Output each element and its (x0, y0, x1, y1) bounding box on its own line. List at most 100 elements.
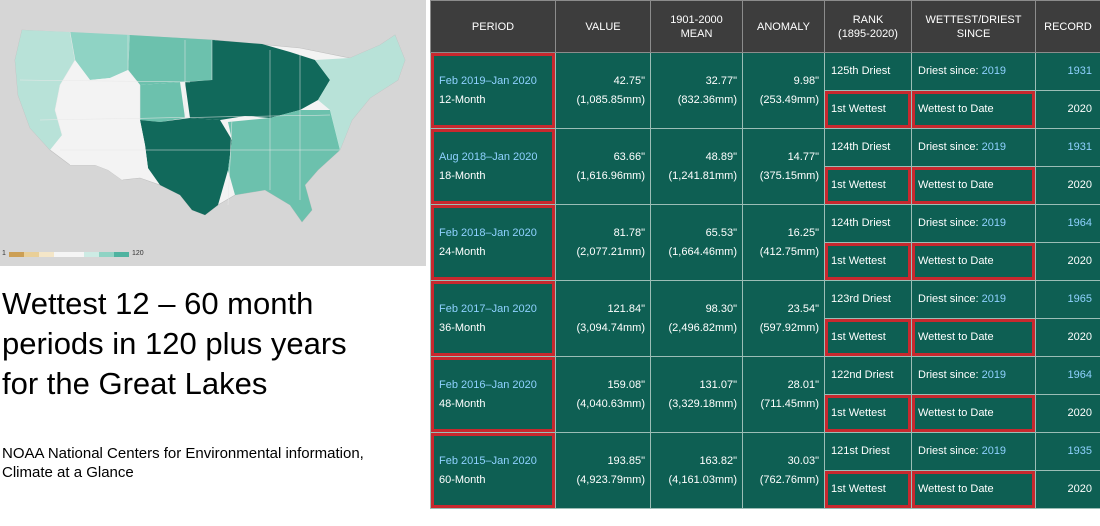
west-coast-region (15, 30, 75, 150)
driest-since-year-link[interactable]: 2019 (981, 65, 1007, 77)
wettest-record-cell: 2020 (1035, 242, 1100, 281)
column-header-anomaly[interactable]: ANOMALY (742, 0, 825, 53)
legend-swatch (69, 252, 84, 257)
wettest-rank-cell: 1st Wettest (824, 470, 912, 509)
table-row: 1st Wettest Wettest to Date 2020 (431, 394, 1100, 433)
driest-since-year-link[interactable]: 2019 (981, 293, 1007, 305)
driest-since-year-link[interactable]: 2019 (981, 217, 1007, 229)
value-cell: 81.78" (2,077.21mm) (555, 204, 651, 281)
table-row: Feb 2018–Jan 2020 24-Month 81.78" (2,077.21… (430, 204, 1100, 281)
column-header-since[interactable]: WETTEST/DRIEST SINCE (911, 0, 1036, 53)
period-cell: Feb 2018–Jan 2020 24-Month (430, 204, 556, 281)
period-link[interactable]: Feb 2018–Jan 2020 (439, 226, 537, 239)
period-cell: Feb 2016–Jan 2020 48-Month (430, 356, 556, 433)
period-link[interactable]: Feb 2017–Jan 2020 (439, 302, 537, 315)
wettest-rank-cell: 1st Wettest (824, 166, 912, 205)
record-year-link[interactable]: 1964 (1067, 217, 1092, 229)
wettest-record-cell: 2020 (1035, 90, 1100, 129)
driest-rank-cell: 123rd Driest (824, 280, 912, 319)
driest-record-cell: 1935 (1035, 432, 1100, 471)
source-citation-line: NOAA National Centers for Environmental … (2, 445, 364, 462)
table-row: 1st Wettest Wettest to Date 2020 (431, 166, 1100, 205)
map-legend-max: 120 (132, 250, 144, 257)
legend-swatch (99, 252, 114, 257)
southeast-region (228, 110, 340, 222)
period-link[interactable]: Feb 2019–Jan 2020 (439, 74, 537, 87)
legend-swatch (24, 252, 39, 257)
column-header-rank[interactable]: RANK (1895-2020) (824, 0, 912, 53)
state-border-lines (19, 31, 340, 206)
slide-title-line: Wettest 12 – 60 month (2, 286, 314, 321)
driest-rank-cell: 124th Driest (824, 204, 912, 243)
value-cell: 193.85" (4,923.79mm) (555, 432, 651, 509)
wettest-since-cell: Wettest to Date (911, 394, 1036, 433)
map-legend-min: 1 (2, 250, 6, 257)
column-header-mean[interactable]: 1901-2000 MEAN (650, 0, 743, 53)
northeast-region (315, 35, 405, 150)
period-length: 12-Month (439, 93, 486, 106)
period-cell: Feb 2019–Jan 2020 12-Month (430, 52, 556, 129)
wettest-since-cell: Wettest to Date (911, 470, 1036, 509)
driest-since-cell: Driest since: 2019 (911, 432, 1036, 471)
driest-since-cell: Driest since: 2019 (911, 52, 1036, 91)
record-year-link[interactable]: 1935 (1067, 445, 1092, 457)
table-row: 1st Wettest Wettest to Date 2020 (431, 242, 1100, 281)
driest-since-year-link[interactable]: 2019 (981, 445, 1007, 457)
driest-since-cell: Driest since: 2019 (911, 356, 1036, 395)
map-legend: 1 120 (0, 247, 160, 263)
period-cell: Aug 2018–Jan 2020 18-Month (430, 128, 556, 205)
value-cell: 121.84" (3,094.74mm) (555, 280, 651, 357)
column-header-record[interactable]: RECORD (1035, 0, 1100, 53)
source-citation: NOAA National Centers for Environmental … (2, 444, 422, 482)
wettest-record-cell: 2020 (1035, 166, 1100, 205)
upper-midwest-region (185, 40, 330, 120)
period-cell: Feb 2017–Jan 2020 36-Month (430, 280, 556, 357)
wettest-record-cell: 2020 (1035, 470, 1100, 509)
period-link[interactable]: Aug 2018–Jan 2020 (439, 150, 538, 163)
precipitation-ranking-table-panel: PERIOD VALUE 1901-2000 MEAN ANOMALY RANK(… (430, 0, 1100, 526)
record-year-link[interactable]: 1964 (1067, 369, 1092, 381)
driest-since-year-link[interactable]: 2019 (981, 369, 1007, 381)
wettest-since-cell: Wettest to Date (911, 318, 1036, 357)
period-link[interactable]: Feb 2016–Jan 2020 (439, 378, 537, 391)
table-row: 1st Wettest Wettest to Date 2020 (431, 318, 1100, 357)
slide-title-line: periods in 120 plus years (2, 326, 347, 361)
anomaly-cell: 9.98" (253.49mm) (742, 52, 825, 129)
driest-since-cell: Driest since: 2019 (911, 128, 1036, 167)
wettest-rank-cell: 1st Wettest (824, 318, 912, 357)
legend-swatch (39, 252, 54, 257)
precipitation-ranking-table: PERIOD VALUE 1901-2000 MEAN ANOMALY RANK(… (430, 0, 1100, 509)
period-link[interactable]: Feb 2015–Jan 2020 (439, 454, 537, 467)
value-cell: 42.75" (1,085.85mm) (555, 52, 651, 129)
slide-title: Wettest 12 – 60 month periods in 120 plu… (2, 284, 422, 404)
driest-since-year-link[interactable]: 2019 (981, 141, 1007, 153)
table-body: Feb 2019–Jan 2020 12-Month 42.75" (1,085.85… (430, 52, 1100, 509)
driest-record-cell: 1965 (1035, 280, 1100, 319)
legend-swatch (54, 252, 69, 257)
wettest-rank-cell: 1st Wettest (824, 394, 912, 433)
wettest-since-cell: Wettest to Date (911, 242, 1036, 281)
anomaly-cell: 30.03" (762.76mm) (742, 432, 825, 509)
driest-record-cell: 1964 (1035, 356, 1100, 395)
anomaly-cell: 16.25" (412.75mm) (742, 204, 825, 281)
wettest-rank-cell: 1st Wettest (824, 242, 912, 281)
column-header-period[interactable]: PERIOD (430, 0, 556, 53)
period-length: 48-Month (439, 397, 486, 410)
record-year-link[interactable]: 1931 (1067, 65, 1092, 77)
wettest-record-cell: 2020 (1035, 394, 1100, 433)
driest-record-cell: 1931 (1035, 52, 1100, 91)
period-length: 24-Month (439, 245, 486, 258)
period-length: 36-Month (439, 321, 486, 334)
column-header-value[interactable]: VALUE (555, 0, 651, 53)
table-row: Feb 2016–Jan 2020 48-Month 159.08" (4,040.6… (430, 356, 1100, 433)
driest-rank-cell: 124th Driest (824, 128, 912, 167)
record-year-link[interactable]: 1965 (1067, 293, 1092, 305)
period-length: 18-Month (439, 169, 486, 182)
mean-cell: 131.07" (3,329.18mm) (650, 356, 743, 433)
slide-title-line: for the Great Lakes (2, 366, 268, 401)
wettest-since-cell: Wettest to Date (911, 166, 1036, 205)
anomaly-cell: 23.54" (597.92mm) (742, 280, 825, 357)
mean-cell: 48.89" (1,241.81mm) (650, 128, 743, 205)
period-cell: Feb 2015–Jan 2020 60-Month (430, 432, 556, 509)
record-year-link[interactable]: 1931 (1067, 141, 1092, 153)
